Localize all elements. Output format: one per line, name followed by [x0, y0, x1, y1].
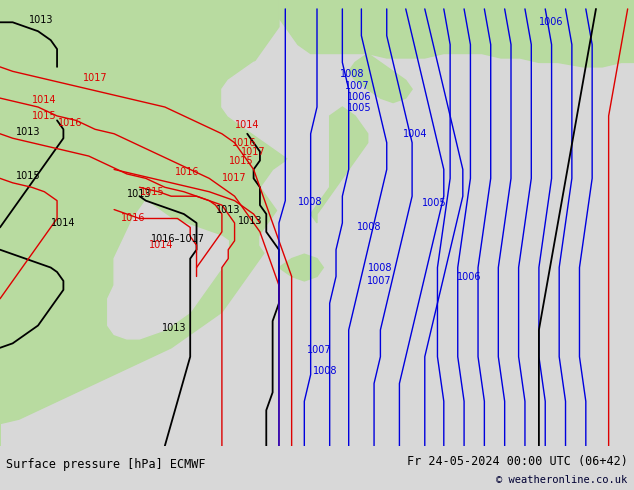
Text: 1015: 1015 — [32, 111, 56, 121]
Polygon shape — [0, 0, 634, 446]
Text: 1013: 1013 — [16, 126, 41, 137]
Polygon shape — [349, 53, 412, 102]
Text: 1015: 1015 — [140, 187, 164, 197]
Polygon shape — [279, 254, 323, 281]
Text: 1014: 1014 — [235, 120, 259, 130]
Polygon shape — [0, 0, 298, 446]
Text: 1006: 1006 — [540, 17, 564, 27]
Text: 1013: 1013 — [29, 15, 53, 25]
Text: 1008: 1008 — [313, 366, 337, 376]
Text: 1013: 1013 — [127, 189, 152, 199]
Polygon shape — [279, 0, 634, 67]
Polygon shape — [222, 58, 349, 259]
Text: 1013: 1013 — [238, 216, 262, 226]
Text: 1006: 1006 — [457, 272, 481, 282]
Text: 1016: 1016 — [121, 214, 145, 223]
Text: 1008: 1008 — [340, 69, 364, 78]
Text: 1005: 1005 — [347, 103, 371, 113]
Text: 1004: 1004 — [403, 129, 427, 139]
Polygon shape — [311, 107, 368, 223]
Text: © weatheronline.co.uk: © weatheronline.co.uk — [496, 475, 628, 485]
Text: 1008: 1008 — [368, 263, 392, 272]
Text: Surface pressure [hPa] ECMWF: Surface pressure [hPa] ECMWF — [6, 458, 206, 471]
Text: 1014: 1014 — [32, 96, 56, 105]
Text: 1014: 1014 — [150, 240, 174, 250]
Text: 1006: 1006 — [347, 92, 371, 102]
Text: 1005: 1005 — [422, 198, 446, 208]
Text: 1015: 1015 — [16, 171, 41, 181]
Text: 1007: 1007 — [345, 81, 369, 91]
Text: 1016–1017: 1016–1017 — [150, 234, 205, 244]
Text: 1016: 1016 — [58, 118, 82, 127]
Text: 1017: 1017 — [242, 147, 266, 157]
Text: 1015: 1015 — [229, 155, 253, 166]
Text: 1016: 1016 — [175, 167, 199, 177]
Text: 1007: 1007 — [367, 276, 391, 286]
Text: 1016: 1016 — [232, 138, 256, 147]
Text: 1017: 1017 — [223, 173, 247, 183]
Polygon shape — [184, 151, 235, 205]
Text: 1013: 1013 — [162, 323, 186, 333]
Text: Fr 24-05-2024 00:00 UTC (06+42): Fr 24-05-2024 00:00 UTC (06+42) — [407, 455, 628, 468]
Text: 1013: 1013 — [216, 204, 240, 215]
Text: 1014: 1014 — [51, 218, 75, 228]
Text: 1008: 1008 — [299, 196, 323, 207]
Text: 1007: 1007 — [307, 345, 331, 355]
Text: 1017: 1017 — [83, 73, 107, 83]
Polygon shape — [108, 201, 228, 339]
Text: 1008: 1008 — [357, 222, 381, 232]
